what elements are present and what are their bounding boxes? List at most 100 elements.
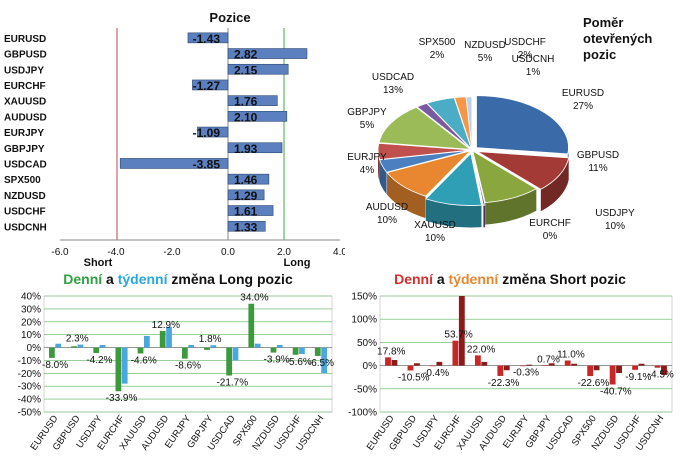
short-bar — [481, 361, 488, 366]
pie-slice-percent: 27% — [573, 101, 593, 112]
pos-value-label: 1.29 — [234, 189, 258, 203]
long-bar — [270, 347, 277, 353]
long-bar — [226, 347, 233, 376]
short-data-label: -0.3% — [513, 368, 539, 379]
short-bar — [519, 365, 526, 367]
pie-slice-percent: 4% — [360, 165, 375, 176]
pie-slice-percent: 10% — [425, 233, 445, 244]
short-bar — [436, 361, 443, 366]
short-y-tick: 50% — [357, 338, 377, 349]
pie-slice-label: SPX500 — [419, 37, 456, 48]
long-data-label: -6.5% — [308, 358, 334, 369]
long-data-label: 2.3% — [66, 334, 89, 345]
pos-category-label: USDCNH — [4, 222, 47, 233]
pos-category-label: USDCHF — [4, 207, 46, 218]
pos-category-label: AUDUSD — [4, 112, 47, 123]
long-data-label: -4.2% — [86, 355, 112, 366]
pie-slice-percent: 13% — [383, 85, 403, 96]
pie-slice-percent: 10% — [377, 215, 397, 226]
long-y-tick: 20% — [21, 317, 41, 328]
pie-slice — [472, 150, 538, 204]
pos-bar — [227, 48, 308, 59]
pos-bar — [187, 32, 229, 44]
pie-slice — [472, 153, 486, 206]
long-bar — [71, 346, 77, 348]
short-data-label: -40.7% — [600, 386, 632, 397]
short-change-chart: Denní a týdenní změna Short pozic 17.8% -… — [348, 272, 674, 453]
long-y-tick: 0% — [27, 343, 42, 354]
short-y-tick: -50% — [354, 384, 377, 395]
long-bar — [137, 347, 144, 354]
short-bar — [497, 365, 504, 376]
long-label: Long — [284, 257, 311, 269]
pos-category-label: XAUUSD — [4, 97, 46, 108]
pie-slice-label: XAUUSD — [414, 220, 456, 231]
short-data-label: 17.8% — [377, 346, 405, 357]
pie-title-line-1: Poměr — [583, 15, 623, 30]
pie-slice-side — [483, 205, 486, 228]
pos-value-label: 2.15 — [234, 63, 258, 77]
short-bar — [407, 365, 414, 371]
pie-slice-label: USDCNH — [512, 54, 555, 65]
long-y-tick: -10% — [18, 356, 41, 367]
pie-slice — [477, 151, 570, 190]
pie-slice-label: USDCAD — [372, 72, 414, 83]
pos-category-label: SPX500 — [4, 175, 41, 186]
short-bar — [638, 363, 645, 366]
long-title-daily: Denní — [63, 272, 103, 287]
pos-value-label: 2.10 — [234, 110, 258, 124]
short-title-weekly: týdenní — [449, 272, 500, 287]
pie-slice-percent: 0% — [543, 231, 558, 242]
pos-bar — [227, 142, 283, 154]
pos-category-label: GBPJPY — [4, 144, 45, 155]
short-bar — [661, 365, 667, 375]
short-bar — [474, 355, 481, 366]
pos-category-label: USDJPY — [4, 65, 44, 76]
pie-slice-label: EURJPY — [347, 152, 387, 163]
long-bar — [188, 344, 195, 348]
pie-slice-percent: 10% — [605, 221, 625, 232]
short-data-label: -0.4% — [423, 368, 449, 379]
pos-category-label: EURJPY — [4, 128, 44, 139]
pie-slice-percent: 2% — [518, 50, 533, 61]
long-y-tick: 40% — [21, 292, 41, 303]
short-data-label: 0.7% — [537, 354, 560, 365]
long-y-tick: -20% — [18, 369, 41, 380]
positions-title: Pozice — [209, 10, 250, 25]
long-y-tick: -50% — [18, 408, 41, 419]
pie-slice-side — [485, 188, 537, 225]
long-bar — [143, 335, 150, 348]
short-data-label: -9.1% — [625, 372, 651, 383]
long-plot-area — [43, 295, 333, 413]
pos-value-label: -1.43 — [193, 32, 221, 46]
short-bar — [391, 360, 398, 366]
long-title-weekly: týdenní — [118, 272, 169, 287]
long-bar — [55, 343, 62, 348]
short-data-label: -4.5% — [648, 370, 674, 381]
long-bar — [314, 347, 321, 356]
long-bar — [159, 330, 166, 348]
long-bar — [232, 347, 239, 361]
pos-x-tick: 4.0 — [333, 247, 345, 258]
long-bar — [321, 347, 327, 374]
pie-slice — [378, 106, 472, 150]
pos-value-label: 1.46 — [234, 173, 258, 187]
short-data-label: -22.6% — [578, 378, 610, 389]
pos-category-label: NZDUSD — [4, 191, 46, 202]
pos-bar — [227, 95, 278, 106]
pos-value-label: -1.09 — [193, 126, 221, 140]
pos-value-label: 1.76 — [234, 95, 258, 109]
pie-slice-side — [379, 159, 387, 195]
short-label: Short — [84, 257, 113, 269]
long-data-label: -33.9% — [106, 393, 138, 404]
long-bar — [254, 343, 261, 348]
pos-category-label: EURCHF — [4, 81, 46, 92]
pie-slice-percent: 5% — [360, 120, 375, 131]
short-bar — [458, 296, 465, 366]
short-bar — [587, 365, 594, 377]
long-bar — [181, 347, 188, 359]
long-data-label: -4.6% — [131, 355, 157, 366]
positions-chart: Pozice EURUSD -1.43 GBPUSD 2.82 USDJPY 2.15 EU… — [4, 10, 345, 269]
pie-slice-label: GBPUSD — [577, 150, 619, 161]
long-bar — [99, 344, 106, 348]
